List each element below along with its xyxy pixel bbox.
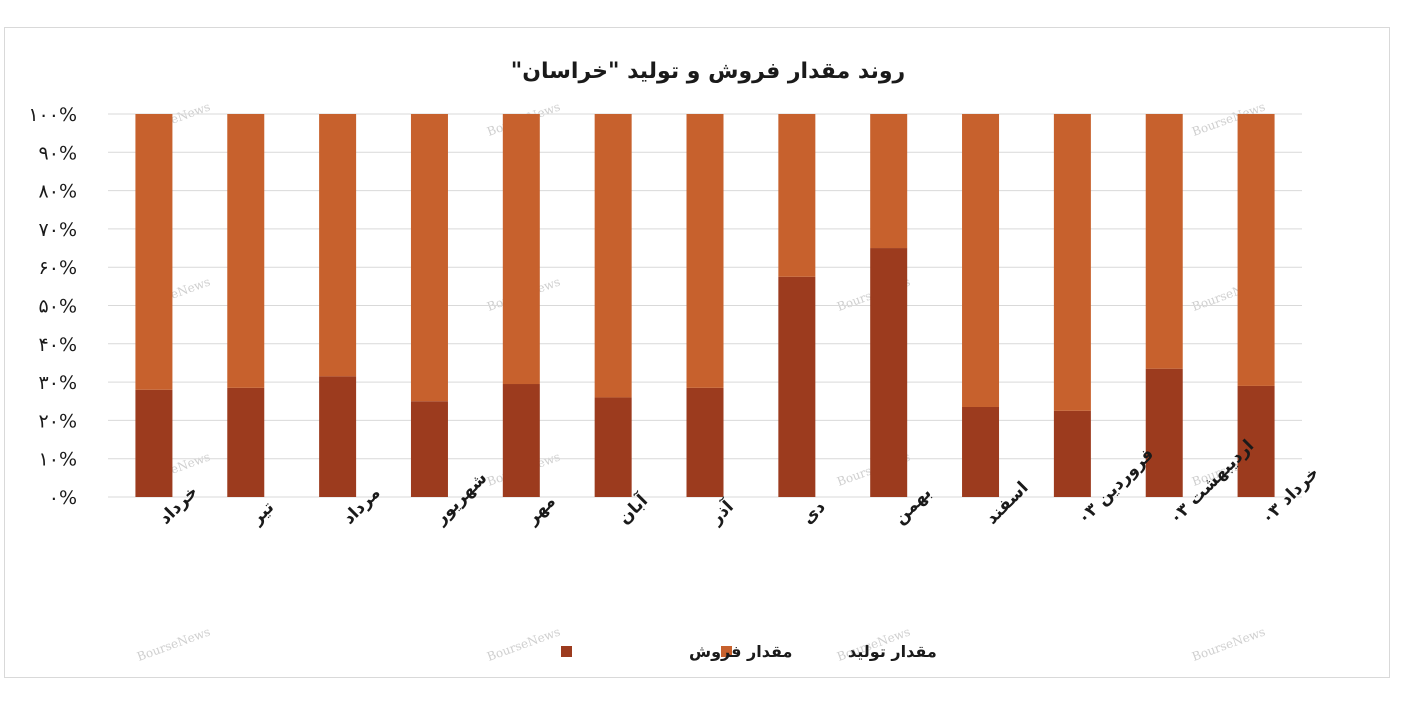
y-tick-label: ۰% [49, 487, 77, 509]
x-category-label: تیر [246, 497, 278, 529]
bar-sales [962, 406, 1000, 497]
bars [135, 114, 1275, 497]
bar-production [1053, 114, 1091, 411]
y-tick-label: ۸۰% [39, 181, 77, 203]
y-tick-label: ۶۰% [39, 257, 77, 279]
y-tick-label: ۴۰% [39, 334, 77, 356]
bar-production [870, 114, 908, 249]
bar-sales [319, 376, 357, 497]
bar-production [962, 114, 1000, 407]
bar-sales [1053, 410, 1091, 497]
y-tick-label: ۵۰% [39, 296, 77, 318]
bar-sales [410, 401, 448, 497]
bar-sales [135, 389, 173, 497]
y-tick-label: ۹۰% [39, 142, 77, 164]
bar-production [502, 114, 540, 385]
bar-production [778, 114, 816, 277]
bar-production [594, 114, 632, 398]
bar-sales [1145, 368, 1183, 497]
legend-label-sales: مقدار فروش [689, 642, 792, 661]
bar-sales [502, 384, 540, 497]
bar-sales [227, 387, 265, 497]
bar-production [410, 114, 448, 402]
bar-sales [870, 248, 908, 497]
bar-production [227, 114, 265, 388]
bar-sales [778, 276, 816, 497]
bar-sales [1237, 385, 1275, 497]
y-tick-label: ۳۰% [39, 372, 77, 394]
legend-swatch-production [721, 646, 732, 657]
bar-production [135, 114, 173, 390]
y-tick-label: ۱۰۰% [28, 104, 77, 126]
y-axis-ticks: ۰% ۱۰% ۲۰% ۳۰% ۴۰% ۵۰% ۶۰% ۷۰% ۸۰% ۹۰% ۱۰۰% [28, 104, 77, 509]
y-tick-label: ۲۰% [39, 410, 77, 432]
watermark-text: BourseNews [1190, 625, 1267, 664]
bar-sales [594, 397, 632, 497]
x-category-label: آذر [704, 495, 738, 529]
y-tick-label: ۱۰% [39, 449, 77, 471]
chart-frame: BourseNews BourseNews BourseNews BourseNews… [4, 27, 1390, 678]
bar-production [319, 114, 357, 377]
bar-sales [686, 387, 724, 497]
watermark-text: BourseNews [485, 625, 562, 664]
legend-swatch-sales [561, 646, 572, 657]
legend: مقدار تولید مقدار فروش [561, 642, 937, 661]
bar-production [686, 114, 724, 388]
y-tick-label: ۷۰% [39, 219, 77, 241]
bar-production [1237, 114, 1275, 386]
bar-production [1145, 114, 1183, 369]
legend-label-production: مقدار تولید [848, 642, 937, 661]
x-category-label: دی [798, 497, 830, 529]
chart-title: روند مقدار فروش و تولید "خراسان" [511, 59, 905, 84]
watermark-text: BourseNews [135, 625, 212, 664]
